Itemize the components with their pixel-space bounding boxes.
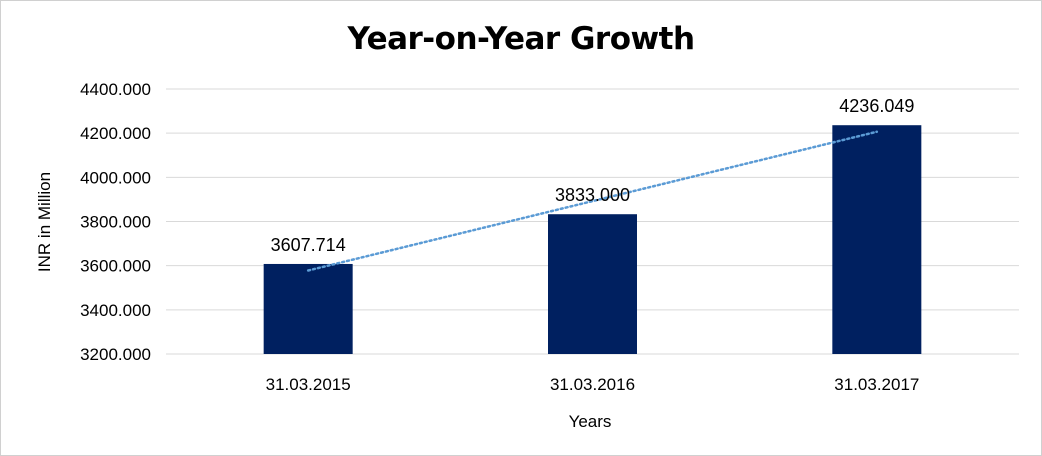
data-labels: 3607.714 3833.000 4236.049	[271, 96, 915, 255]
y-tick-label: 3400.000	[80, 301, 151, 320]
chart-title: Year-on-Year Growth	[347, 21, 695, 57]
y-tick-label: 3200.000	[80, 345, 151, 364]
bar	[263, 263, 353, 354]
x-tick-label: 31.03.2015	[266, 375, 351, 394]
y-tick-label: 4000.000	[80, 168, 151, 187]
x-tick-label: 31.03.2017	[834, 375, 919, 394]
trendline-layer	[306, 130, 879, 272]
x-tick-label: 31.03.2016	[550, 375, 635, 394]
bars	[263, 125, 922, 355]
y-axis-ticks: 3200.000 3400.000 3600.000 3800.000 4000.000…	[80, 80, 151, 364]
y-tick-label: 3600.000	[80, 257, 151, 276]
y-axis-title: INR in Million	[35, 172, 54, 272]
x-axis-ticks: 31.03.2015 31.03.2016 31.03.2017	[266, 375, 920, 394]
x-axis-title: Years	[569, 412, 612, 431]
bar	[548, 214, 637, 354]
data-label: 3607.714	[271, 235, 346, 255]
data-label: 4236.049	[839, 96, 914, 116]
data-label: 3833.000	[555, 185, 630, 205]
y-tick-label: 4400.000	[80, 80, 151, 99]
trendline	[306, 130, 879, 272]
bar	[832, 125, 922, 355]
y-tick-label: 4200.000	[80, 124, 151, 143]
y-tick-label: 3800.000	[80, 213, 151, 232]
